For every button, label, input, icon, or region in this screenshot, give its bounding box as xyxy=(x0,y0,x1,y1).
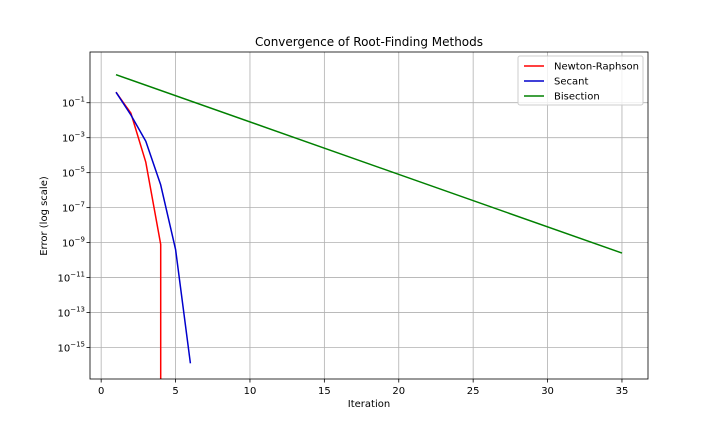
x-tick-label: 35 xyxy=(616,386,629,397)
x-tick-label: 25 xyxy=(467,386,480,397)
legend-label: Newton-Raphson xyxy=(554,62,639,73)
x-tick-label: 30 xyxy=(541,386,554,397)
y-axis-label: Error (log scale) xyxy=(39,176,50,256)
y-tick-label: 10−5 xyxy=(62,166,85,180)
legend-label: Secant xyxy=(554,77,588,88)
y-tick-label: 10−1 xyxy=(62,96,85,110)
x-tick-label: 20 xyxy=(392,386,405,397)
grid xyxy=(90,52,648,379)
series-line-bisection xyxy=(115,73,623,254)
plot-frame xyxy=(89,51,649,380)
legend-label: Bisection xyxy=(554,92,600,103)
y-tick-label: 10−13 xyxy=(57,306,85,320)
y-tick-label: 10−11 xyxy=(57,271,85,285)
legend: Newton-Raphson Secant Bisection xyxy=(517,55,644,106)
y-tick-label: 10−15 xyxy=(57,341,85,355)
y-tick-label: 10−9 xyxy=(62,236,85,250)
y-ticks: 10−1 10−3 10−5 10−7 10−9 10−11 10−13 10−15 xyxy=(57,96,90,355)
x-tick-label: 0 xyxy=(98,386,104,397)
series-line-secant xyxy=(115,91,192,364)
series-group xyxy=(115,73,623,379)
legend-box xyxy=(517,55,644,106)
x-tick-label: 15 xyxy=(318,386,331,397)
x-tick-label: 5 xyxy=(172,386,178,397)
series-line-newton-raphson xyxy=(115,91,162,379)
chart-title: Convergence of Root-Finding Methods xyxy=(255,35,483,49)
x-ticks: 0 5 10 15 20 25 30 35 xyxy=(98,379,628,397)
y-tick-label: 10−7 xyxy=(62,201,85,215)
x-tick-label: 10 xyxy=(244,386,257,397)
y-tick-label: 10−3 xyxy=(62,131,85,145)
x-axis-label: Iteration xyxy=(348,399,390,410)
